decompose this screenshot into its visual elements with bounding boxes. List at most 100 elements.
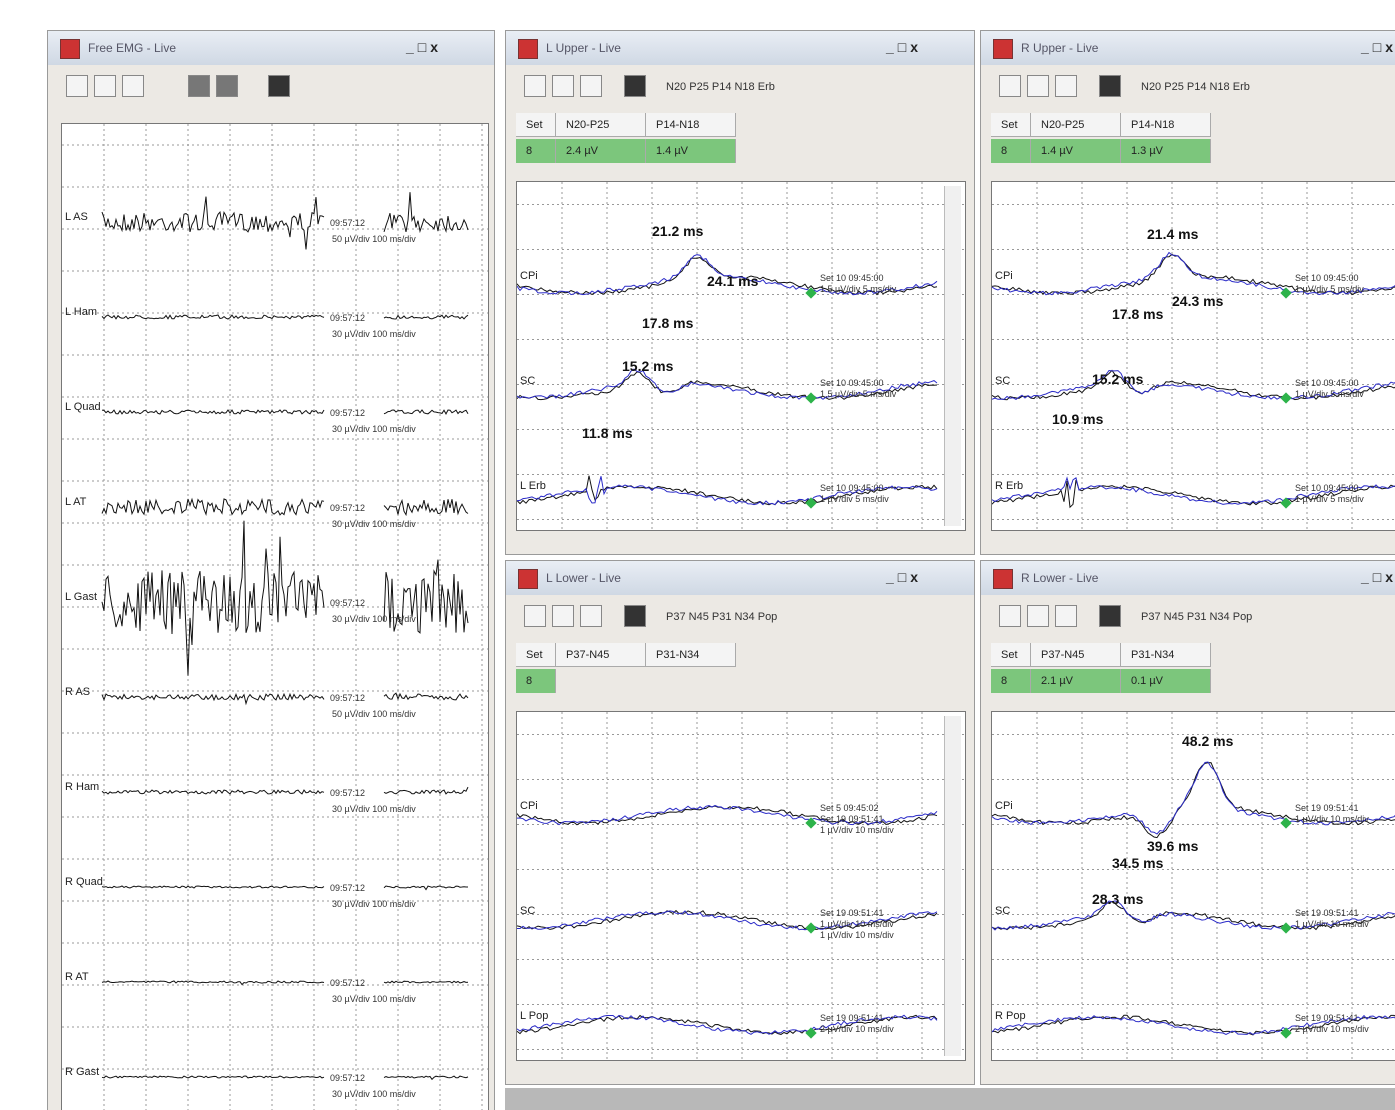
view-tool[interactable] (624, 605, 646, 627)
zoom-tool[interactable] (552, 605, 574, 627)
zoom-tool[interactable] (1027, 75, 1049, 97)
channel-label: R Quad (65, 876, 103, 888)
zoom-tool[interactable] (999, 75, 1021, 97)
zoom-tool[interactable] (524, 605, 546, 627)
window-button[interactable]: x (1385, 39, 1395, 55)
scale-label: 30 µV/div 100 ms/div (332, 994, 416, 1004)
window-icon (518, 569, 538, 589)
window-button[interactable]: □ (898, 39, 910, 55)
scale-label: 50 µV/div 100 ms/div (332, 709, 416, 719)
window-button[interactable]: □ (1373, 569, 1385, 585)
time-label: 09:57:12 (330, 408, 365, 418)
table-cell: 8 (991, 139, 1031, 163)
channel-label: L Ham (65, 306, 97, 318)
view-tool[interactable] (1099, 605, 1121, 627)
view-tool[interactable] (216, 75, 238, 97)
marker (1280, 817, 1291, 828)
channel-label: L Quad (65, 401, 101, 413)
set-info: 2 µV/div 10 ms/div (1295, 1024, 1369, 1034)
zoom-tool[interactable] (66, 75, 88, 97)
zoom-tool[interactable] (524, 75, 546, 97)
zoom-tool[interactable] (580, 605, 602, 627)
set-info: 1 µV/div 10 ms/div (1295, 814, 1369, 824)
view-tool[interactable] (188, 75, 210, 97)
zoom-tool[interactable] (94, 75, 116, 97)
window-icon (60, 39, 80, 59)
marker (805, 392, 816, 403)
window-button[interactable]: □ (898, 569, 910, 585)
channel-label: L AS (65, 211, 88, 223)
window-buttons[interactable]: _□x (1361, 569, 1395, 585)
window-button[interactable]: _ (406, 39, 418, 55)
window-button[interactable]: _ (886, 569, 898, 585)
latency-annotation: 48.2 ms (1182, 733, 1234, 749)
window-title: R Lower - Live (1021, 571, 1098, 585)
latency-annotation: 21.2 ms (652, 223, 704, 239)
table-header: P37-N45 (556, 643, 646, 667)
set-info: 1 µV/div 5 ms/div (820, 494, 889, 504)
zoom-tool[interactable] (580, 75, 602, 97)
latency-annotation: 24.3 ms (1172, 293, 1224, 309)
zoom-tool[interactable] (999, 605, 1021, 627)
window-button[interactable]: _ (886, 39, 898, 55)
window-buttons[interactable]: _□x (1361, 39, 1395, 55)
table-header: Set (516, 643, 556, 667)
window-button[interactable]: □ (1373, 39, 1385, 55)
status-strip (505, 1088, 1395, 1110)
scale-label: 30 µV/div 100 ms/div (332, 424, 416, 434)
table-header: P14-N18 (646, 113, 736, 137)
plot-area: CPiSet 10 09:45:001.5 µV/div 5 ms/divSCS… (516, 181, 966, 531)
window-buttons[interactable]: _□x (886, 39, 922, 55)
window-button[interactable]: x (1385, 569, 1395, 585)
view-tool[interactable] (624, 75, 646, 97)
zoom-tool[interactable] (1055, 605, 1077, 627)
window-title: L Upper - Live (546, 41, 621, 55)
channel-label: R Gast (65, 1066, 99, 1078)
screen: Free EMG - Live_□xL AS09:57:1250 µV/div … (0, 0, 1395, 1110)
latency-annotation: 15.2 ms (1092, 371, 1144, 387)
window-button[interactable]: _ (1361, 569, 1373, 585)
window-button[interactable]: x (910, 39, 922, 55)
view-tool[interactable] (1099, 75, 1121, 97)
time-label: 09:57:12 (330, 978, 365, 988)
set-info: Set 19 09:51:41 (820, 1013, 884, 1023)
scrollbar[interactable] (944, 716, 961, 1056)
channel-label: R AT (65, 971, 89, 983)
emg-trace (102, 787, 468, 794)
view-tool[interactable] (268, 75, 290, 97)
set-info: Set 19 09:51:41 (820, 908, 884, 918)
evoked-traces: CPiSet 5 09:45:02Set 19 09:51:411 µV/div… (517, 712, 966, 1061)
emg-trace (102, 410, 468, 414)
window-buttons[interactable]: _□x (886, 569, 922, 585)
emg-trace (102, 499, 468, 515)
zoom-tool[interactable] (1055, 75, 1077, 97)
table-cell: 8 (516, 139, 556, 163)
window-buttons[interactable]: _□x (406, 39, 442, 55)
latency-annotation: 11.8 ms (582, 425, 633, 441)
latency-annotation: 34.5 ms (1112, 855, 1164, 871)
channel-label: R Erb (995, 480, 1023, 492)
set-info: 1.5 µV/div 5 ms/div (820, 284, 897, 294)
channel-label: SC (520, 375, 535, 387)
emg-trace (102, 693, 468, 703)
title-bar: R Lower - Live _□x (981, 561, 1395, 595)
table-cell: 1.4 µV (646, 139, 736, 163)
window-button[interactable]: x (430, 39, 442, 55)
window-button[interactable]: x (910, 569, 922, 585)
evoked-traces: CPiSet 10 09:45:001.5 µV/div 5 ms/divSCS… (517, 182, 966, 531)
latency-annotation: 10.9 ms (1052, 411, 1104, 427)
time-label: 09:57:12 (330, 788, 365, 798)
table-cell: 1.3 µV (1121, 139, 1211, 163)
latency-annotation: 39.6 ms (1147, 838, 1199, 854)
scrollbar[interactable] (944, 186, 961, 526)
zoom-tool[interactable] (1027, 605, 1049, 627)
window-icon (993, 39, 1013, 59)
window-button[interactable]: _ (1361, 39, 1373, 55)
table-header: Set (516, 113, 556, 137)
plot-area: L AS 09:57:12 50 µV/div 100 ms/div L Ham 09:… (61, 123, 489, 1110)
zoom-tool[interactable] (552, 75, 574, 97)
window-button[interactable]: □ (418, 39, 430, 55)
channel-label: SC (995, 905, 1010, 917)
zoom-tool[interactable] (122, 75, 144, 97)
